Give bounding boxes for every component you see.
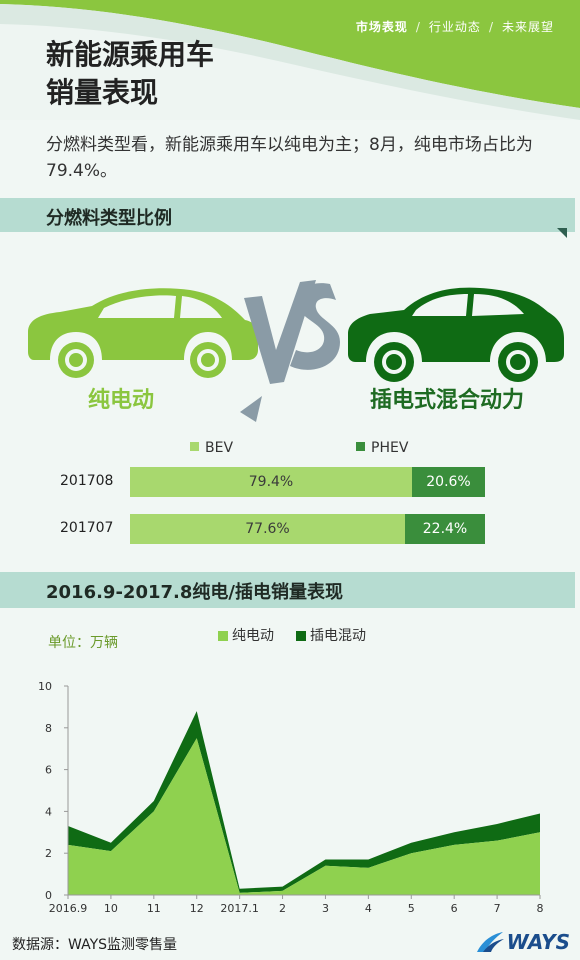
x-tick-label: 6	[451, 902, 458, 915]
intro-text: 分燃料类型看，新能源乘用车以纯电为主；8月，纯电市场占比为79.4%。	[46, 135, 533, 181]
phev-share-bar: 20.6%	[412, 467, 485, 497]
x-tick-label: 4	[365, 902, 372, 915]
x-tick-label: 11	[147, 902, 161, 915]
legend-bev-sales: 纯电动	[218, 625, 274, 645]
y-tick-label: 10	[38, 680, 52, 693]
y-tick-label: 0	[45, 889, 52, 902]
x-tick-label: 5	[408, 902, 415, 915]
y-tick-label: 6	[45, 764, 52, 777]
section-title: 2016.9-2017.8纯电/插电销量表现	[46, 582, 343, 603]
header: 市场表现 / 行业动态 / 未来展望 新能源乘用车 销量表现	[0, 0, 580, 120]
title-line-2: 销量表现	[46, 76, 159, 109]
section-title: 分燃料类型比例	[46, 208, 172, 229]
row-month: 201708	[60, 473, 114, 489]
y-tick-label: 4	[45, 805, 52, 818]
legend-phev-sales: 插电混动	[296, 625, 366, 645]
nav-item-market[interactable]: 市场表现	[355, 20, 408, 34]
bev-series-area	[68, 738, 540, 895]
data-source: 数据源：WAYS监测零售量	[12, 937, 178, 953]
legend-bev: BEV	[190, 440, 233, 456]
x-tick-label: 2016.9	[49, 902, 88, 915]
x-tick-label: 7	[494, 902, 501, 915]
nav-item-industry[interactable]: 行业动态	[428, 20, 481, 34]
header-background	[0, 0, 580, 120]
logo-text: WAYS	[506, 930, 570, 954]
x-tick-label: 3	[322, 902, 329, 915]
legend-swatch	[218, 631, 228, 641]
legend-label: BEV	[205, 440, 234, 456]
sales-area-chart: 0 2 4 6 8 10 2016.9 10 11 12 2017.1 2 3 4 5 6 7 8	[38, 680, 544, 915]
y-tick-label: 8	[45, 722, 52, 735]
x-tick-label: 10	[104, 902, 118, 915]
cars-illustration	[28, 280, 564, 422]
legend-swatch	[190, 442, 199, 451]
corner-fold-icon	[557, 228, 567, 238]
suv-car-icon	[348, 287, 564, 382]
x-tick-label: 2	[279, 902, 286, 915]
legend-label: 纯电动	[232, 628, 274, 644]
sedan-car-icon	[28, 288, 258, 378]
phev-series-area	[68, 711, 540, 893]
bev-label: 纯电动	[88, 388, 155, 413]
x-tick-label: 12	[190, 902, 204, 915]
top-nav: 市场表现 / 行业动态 / 未来展望	[356, 18, 554, 35]
legend-swatch	[296, 631, 306, 641]
row-month: 201707	[60, 520, 114, 536]
section-sales-header: 2016.9-2017.8纯电/插电销量表现	[0, 572, 575, 608]
legend-swatch	[356, 442, 365, 451]
legend-phev: PHEV	[356, 440, 408, 456]
y-tick-label: 2	[45, 847, 52, 860]
unit-label: 单位：万辆	[48, 635, 118, 651]
vs-icon	[240, 280, 340, 422]
x-tick-label: 8	[537, 902, 544, 915]
share-row: 201708 79.4% 20.6%	[0, 467, 580, 497]
bev-share-bar: 77.6%	[130, 514, 405, 544]
bev-share-bar: 79.4%	[130, 467, 412, 497]
nav-item-outlook[interactable]: 未来展望	[501, 20, 554, 34]
title-line-1: 新能源乘用车	[46, 38, 215, 71]
ways-logo: WAYS	[476, 930, 570, 954]
share-row: 201707 77.6% 22.4%	[0, 514, 580, 544]
phev-share-bar: 22.4%	[405, 514, 485, 544]
legend-label: PHEV	[371, 440, 409, 456]
legend-label: 插电混动	[310, 628, 366, 644]
section-fuel-type-header: 分燃料类型比例	[0, 198, 575, 238]
wave-logo-icon	[476, 932, 504, 952]
x-tick-label: 2017.1	[220, 902, 259, 915]
page-title: 新能源乘用车 销量表现	[46, 36, 214, 112]
phev-label: 插电式混合动力	[370, 388, 525, 413]
nav-separator: /	[415, 20, 421, 34]
nav-separator: /	[488, 20, 494, 34]
